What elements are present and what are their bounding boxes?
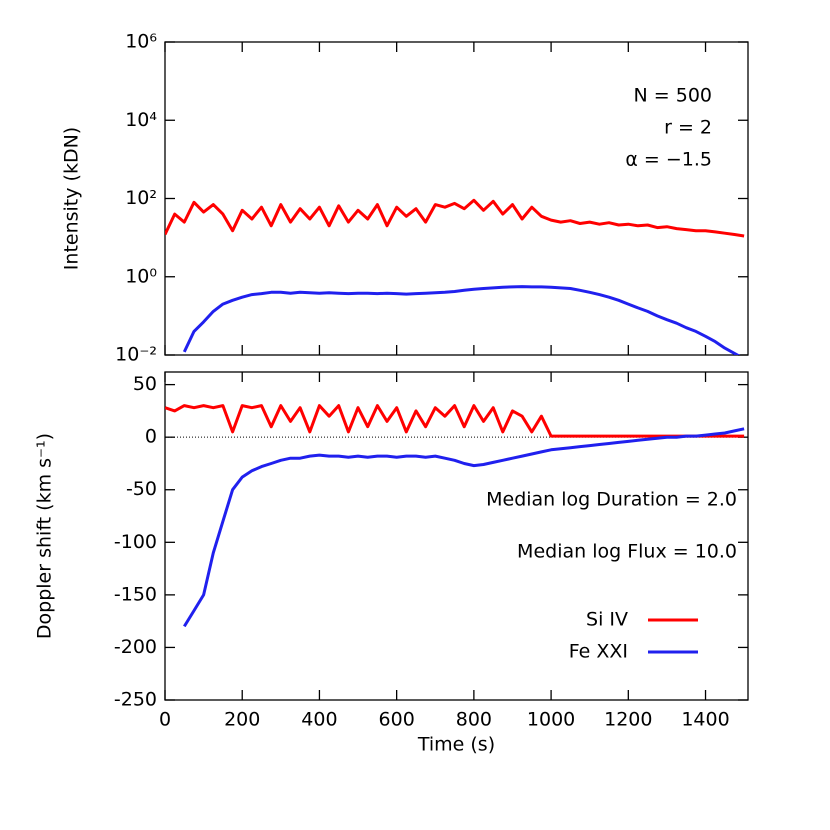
y-tick-label: 10⁰ xyxy=(125,265,157,287)
y-axis-label: Intensity (kDN) xyxy=(61,127,83,270)
x-axis-label: Time (s) xyxy=(417,734,495,756)
x-tick-label: 400 xyxy=(301,709,337,731)
legend-label: Si IV xyxy=(586,609,628,631)
annotation: Median log Flux = 10.0 xyxy=(517,541,737,563)
legend-label: Fe XXI xyxy=(569,641,628,663)
series-line xyxy=(183,427,745,628)
x-tick-label: 0 xyxy=(159,709,171,731)
y-tick-label: -250 xyxy=(114,689,157,711)
y-tick-label: -150 xyxy=(114,583,157,605)
y-tick-label: 10⁶ xyxy=(125,31,157,53)
y-tick-label: -200 xyxy=(114,636,157,658)
y-tick-label: 10⁻² xyxy=(115,344,157,366)
series-line xyxy=(165,198,745,238)
x-tick-label: 1400 xyxy=(681,709,729,731)
y-tick-label: 50 xyxy=(133,373,157,395)
annotation: Median log Duration = 2.0 xyxy=(486,489,737,511)
annotation: N = 500 xyxy=(634,85,712,107)
x-tick-label: 800 xyxy=(456,709,492,731)
annotation: r = 2 xyxy=(664,117,712,139)
series-line xyxy=(182,285,741,355)
y-tick-label: 10⁴ xyxy=(125,109,157,131)
x-tick-label: 1200 xyxy=(604,709,652,731)
series-line xyxy=(165,404,745,438)
plot-frame xyxy=(164,371,749,701)
x-tick-label: 1000 xyxy=(527,709,575,731)
y-tick-label: 10² xyxy=(125,187,157,209)
x-tick-label: 200 xyxy=(224,709,260,731)
y-tick-label: -50 xyxy=(126,478,157,500)
y-axis-label: Doppler shift (km s⁻¹) xyxy=(34,433,56,639)
annotation: α = −1.5 xyxy=(625,149,712,171)
y-tick-label: 0 xyxy=(145,426,157,448)
x-tick-label: 600 xyxy=(379,709,415,731)
y-tick-label: -100 xyxy=(114,531,157,553)
